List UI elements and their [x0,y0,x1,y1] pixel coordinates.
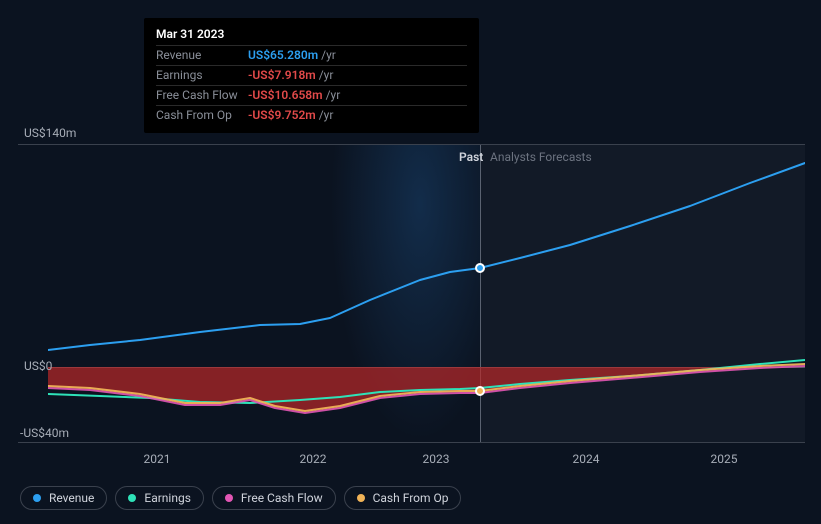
tooltip-row-unit: /yr [319,67,334,84]
series-marker[interactable] [475,263,485,273]
legend-label: Free Cash Flow [241,491,323,505]
tooltip-row-label: Cash From Op [156,107,248,124]
tooltip-row-label: Free Cash Flow [156,87,248,104]
y-axis-label: US$0 [24,359,52,373]
legend-label: Revenue [49,491,94,505]
legend-item[interactable]: Earnings [115,486,204,510]
legend-label: Earnings [144,491,191,505]
x-axis-label: 2022 [300,452,327,466]
legend-label: Cash From Op [373,491,449,505]
y-axis-label: US$140m [24,126,76,140]
x-axis-label: 2023 [423,452,450,466]
x-axis-label: 2025 [711,452,738,466]
x-axis-label: 2021 [144,452,171,466]
tooltip-row-label: Revenue [156,47,248,64]
series-line[interactable] [48,163,805,350]
tooltip-row: Free Cash Flow-US$10.658m/yr [156,85,467,105]
tooltip-row: Earnings-US$7.918m/yr [156,65,467,85]
legend-dot-icon [357,494,365,502]
tooltip-row-unit: /yr [326,87,341,104]
legend-item[interactable]: Revenue [20,486,107,510]
earnings-revenue-chart: US$140mUS$0-US$40m 20212022202320242025 … [0,0,821,524]
y-axis-label: -US$40m [20,426,69,440]
legend-dot-icon [33,494,41,502]
tooltip-row-unit: /yr [319,107,334,124]
legend-item[interactable]: Free Cash Flow [212,486,336,510]
tooltip-row-value: US$65.280m [248,47,318,64]
legend-item[interactable]: Cash From Op [344,486,462,510]
tooltip-row-value: -US$10.658m [248,87,323,104]
tooltip-row-label: Earnings [156,67,248,84]
x-axis-label: 2024 [573,452,600,466]
tooltip-row-value: -US$9.752m [248,107,316,124]
tooltip-row-value: -US$7.918m [248,67,316,84]
legend: Revenue Earnings Free Cash Flow Cash From O… [20,486,461,510]
series-marker[interactable] [475,386,485,396]
tooltip-row-unit: /yr [321,47,336,64]
tooltip-row: Cash From Op-US$9.752m/yr [156,105,467,125]
past-label: Past [459,150,483,164]
tooltip-row: RevenueUS$65.280m/yr [156,45,467,65]
forecast-label: Analysts Forecasts [490,150,592,164]
legend-dot-icon [225,494,233,502]
tooltip-panel: Mar 31 2023 RevenueUS$65.280m/yrEarnings… [144,18,479,133]
tooltip-date: Mar 31 2023 [156,26,467,43]
legend-dot-icon [128,494,136,502]
